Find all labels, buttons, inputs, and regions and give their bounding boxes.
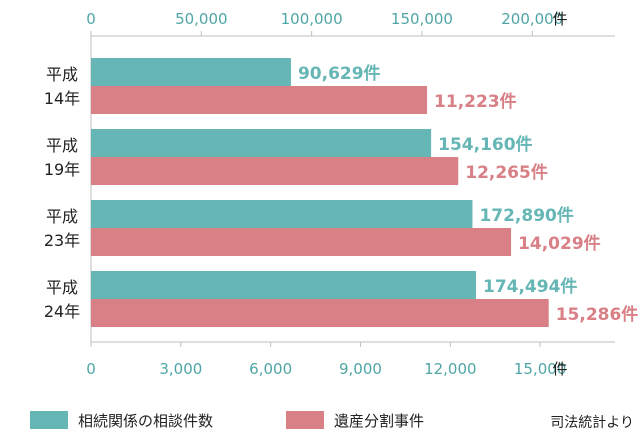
bar-consultation	[91, 271, 476, 299]
category-label-era: 平成	[46, 65, 78, 84]
category-label-era: 平成	[46, 136, 78, 155]
bottom-axis-tick-label: 3,000	[159, 360, 202, 378]
bar-inheritance	[91, 157, 459, 185]
data-label-inheritance: 14,029件	[518, 233, 601, 254]
data-label-consultation: 154,160件	[438, 134, 532, 155]
bar-inheritance	[91, 299, 549, 327]
category-label-era: 平成	[46, 278, 78, 297]
category-label-year: 23年	[44, 231, 80, 250]
bar-inheritance	[91, 228, 512, 256]
bar-consultation	[91, 129, 432, 157]
top-axis-tick-label: 150,000	[391, 10, 453, 28]
legend-item-inheritance: 遺産分割事件	[286, 404, 424, 436]
bottom-axis-tick-label: 15,000	[514, 360, 567, 378]
bottom-axis-tick-label: 0	[86, 360, 96, 378]
bottom-axis-unit: 件	[552, 360, 567, 378]
legend-swatch-consultation	[30, 411, 68, 429]
legend-label-consultation: 相続関係の相談件数	[78, 411, 214, 430]
category-label-era: 平成	[46, 207, 78, 226]
legend-item-consultation: 相続関係の相談件数	[30, 404, 213, 436]
bottom-axis-tick-label: 12,000	[424, 360, 477, 378]
top-axis-tick-label: 200,000	[501, 10, 563, 28]
bar-inheritance	[91, 86, 428, 114]
top-axis-unit: 件	[552, 10, 567, 28]
bottom-axis-tick-label: 6,000	[249, 360, 292, 378]
data-label-consultation: 172,890件	[479, 205, 573, 226]
top-axis-tick-label: 100,000	[281, 10, 343, 28]
bottom-axis-tick-label: 9,000	[339, 360, 382, 378]
category-label-year: 14年	[44, 89, 80, 108]
data-label-consultation: 174,494件	[483, 276, 577, 297]
bar-consultation	[91, 200, 473, 228]
bar-consultation	[91, 58, 291, 86]
data-label-inheritance: 11,223件	[434, 91, 517, 112]
source-note: 司法統計より	[550, 415, 634, 431]
legend-swatch-inheritance	[286, 411, 324, 429]
top-axis-tick-label: 0	[86, 10, 96, 28]
legend-label-inheritance: 遺産分割事件	[334, 411, 425, 430]
category-label-year: 19年	[44, 160, 80, 179]
top-axis-tick-label: 50,000	[175, 10, 228, 28]
category-label-year: 24年	[44, 302, 80, 321]
data-label-consultation: 90,629件	[298, 63, 381, 84]
data-label-inheritance: 15,286件	[556, 304, 639, 325]
data-label-inheritance: 12,265件	[465, 162, 548, 183]
